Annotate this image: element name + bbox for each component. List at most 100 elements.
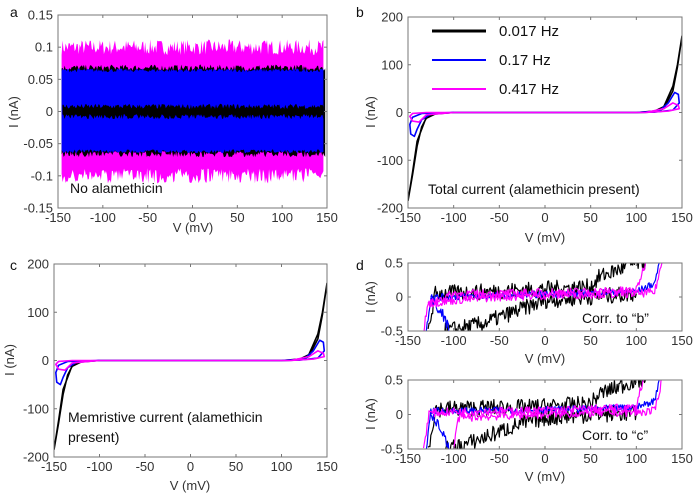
x-tick-label: -50	[136, 459, 155, 474]
y-tick-label: 0.15	[28, 8, 53, 23]
y-axis-label: I (nA)	[363, 281, 378, 313]
y-tick-label: -100	[23, 401, 49, 416]
x-tick-label: -100	[441, 210, 467, 225]
x-tick-label: 0	[189, 210, 196, 225]
x-tick-label: 0	[541, 333, 548, 348]
panel-annotation: Total current (alamethicin present)	[428, 181, 640, 197]
series-line-2	[445, 404, 637, 449]
x-tick-label: 150	[316, 459, 338, 474]
y-axis-label: I (nA)	[363, 96, 378, 128]
y-axis-label: I (nA)	[2, 344, 17, 376]
y-tick-label: 200	[27, 257, 49, 272]
plot-area	[54, 282, 327, 450]
y-tick-label: -200	[377, 201, 403, 216]
x-tick-label: 0	[541, 210, 548, 225]
x-tick-label: -100	[441, 451, 467, 466]
x-tick-label: -100	[441, 333, 467, 348]
plot-area	[422, 380, 663, 449]
y-tick-label: -0.5	[381, 442, 403, 457]
x-tick-label: -150	[395, 333, 421, 348]
y-axis-label: I (nA)	[363, 398, 378, 430]
panel-label: d	[356, 257, 364, 273]
panel-c: -150 -100 -50 0 50 100 150 -200 -100 0 100 200 V (mV…	[2, 257, 338, 494]
x-tick-label: 50	[583, 333, 597, 348]
plot-area	[408, 35, 682, 201]
x-tick-label: -150	[395, 451, 421, 466]
y-tick-label: 0.1	[35, 40, 53, 55]
panel-a: -150 -100 -50 0 50 100 150 -0.15 -0.1 -0.05 0 0.05 0…	[6, 4, 338, 235]
x-tick-label: 100	[271, 459, 293, 474]
x-tick-label: 150	[671, 210, 693, 225]
y-tick-label: 100	[27, 305, 49, 320]
panel-annotation: Corr. to “c”	[582, 427, 648, 443]
y-tick-label: -0.05	[23, 136, 53, 151]
x-tick-label: -100	[90, 210, 116, 225]
x-tick-label: -150	[395, 210, 421, 225]
panel-b: -150 -100 -50 0 50 100 150 -200 -100 0 100 200 V (mV…	[356, 4, 693, 245]
x-tick-label: 50	[230, 210, 244, 225]
legend-label: 0.17 Hz	[499, 52, 551, 69]
x-tick-label: 50	[229, 459, 243, 474]
y-tick-label: -0.1	[31, 168, 53, 183]
y-tick-label: 0	[396, 105, 403, 120]
panel-annotation: No alamethicin	[70, 180, 163, 196]
x-axis-label: V (mV)	[173, 220, 213, 235]
y-tick-label: -200	[23, 450, 49, 465]
x-tick-label: 50	[583, 451, 597, 466]
series-line-4	[430, 414, 450, 449]
legend: 0.017 Hz 0.17 Hz 0.417 Hz	[432, 23, 559, 98]
legend-label: 0.017 Hz	[499, 23, 559, 40]
x-tick-label: -150	[45, 210, 71, 225]
y-axis-label: I (nA)	[6, 96, 21, 128]
y-tick-label: -0.15	[23, 201, 53, 216]
y-tick-label: 0	[396, 290, 403, 305]
x-tick-label: 150	[316, 210, 338, 225]
x-axis-label: V (mV)	[170, 478, 210, 493]
noise-band	[62, 103, 324, 120]
panel-annotation: Corr. to “b”	[582, 310, 649, 326]
plot-area	[61, 39, 326, 184]
series-line-2	[409, 91, 681, 138]
y-tick-label: 100	[381, 57, 403, 72]
x-tick-label: 0	[541, 451, 548, 466]
panel-annotation: present)	[68, 429, 119, 445]
series-line-6	[427, 263, 663, 308]
panel-d1: -150 -100 -50 0 50 100 150 -0.5 0 0.5 V (mV) I (nA)…	[356, 256, 693, 367]
series-line-3	[55, 350, 326, 371]
y-tick-label: 0	[42, 353, 49, 368]
x-axis-label: V (mV)	[525, 230, 565, 245]
series-line-6	[453, 380, 663, 449]
y-tick-label: 0	[46, 104, 53, 119]
x-tick-label: 100	[625, 333, 647, 348]
legend-label: 0.417 Hz	[499, 81, 559, 98]
x-tick-label: 100	[271, 210, 293, 225]
x-tick-label: 100	[625, 210, 647, 225]
panel-label: b	[356, 4, 364, 20]
x-tick-label: 0	[187, 459, 194, 474]
y-tick-label: 0	[396, 407, 403, 422]
y-tick-label: 200	[381, 10, 403, 25]
x-axis-label: V (mV)	[525, 469, 565, 484]
x-tick-label: -50	[490, 451, 509, 466]
x-tick-label: 100	[625, 451, 647, 466]
y-tick-label: 0.05	[28, 72, 53, 87]
x-tick-label: -50	[138, 210, 157, 225]
x-tick-label: -150	[41, 459, 67, 474]
y-tick-label: 0.5	[385, 256, 403, 271]
x-axis-label: V (mV)	[525, 351, 565, 366]
x-tick-label: -100	[86, 459, 112, 474]
y-tick-label: 0.5	[385, 373, 403, 388]
y-tick-label: -100	[377, 153, 403, 168]
series-line-2	[55, 339, 326, 386]
panel-label: a	[10, 4, 18, 20]
x-tick-label: -50	[490, 333, 509, 348]
plot-area	[423, 263, 663, 331]
panel-d2: -150 -100 -50 0 50 100 150 -0.5 0 0.5 V (mV) I (nA)…	[363, 373, 693, 485]
x-tick-label: 50	[583, 210, 597, 225]
y-tick-label: -0.5	[381, 324, 403, 339]
panel-annotation: Memristive current (alamethicin	[68, 409, 263, 425]
panel-label: c	[10, 257, 17, 273]
x-tick-label: -50	[490, 210, 509, 225]
x-tick-label: 150	[671, 451, 693, 466]
